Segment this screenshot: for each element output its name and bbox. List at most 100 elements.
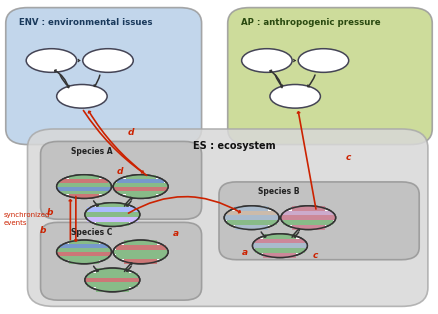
- FancyBboxPatch shape: [28, 129, 428, 306]
- Bar: [57, 187, 111, 191]
- Ellipse shape: [224, 206, 279, 230]
- Bar: [60, 244, 108, 248]
- Bar: [87, 217, 138, 222]
- Bar: [113, 183, 168, 187]
- FancyArrowPatch shape: [297, 112, 316, 209]
- Ellipse shape: [26, 49, 77, 72]
- Bar: [117, 179, 164, 183]
- Bar: [87, 208, 138, 212]
- FancyArrowPatch shape: [94, 201, 98, 206]
- Text: d: d: [117, 167, 123, 176]
- Bar: [57, 252, 111, 256]
- FancyArrowPatch shape: [127, 201, 131, 206]
- Ellipse shape: [57, 175, 112, 198]
- Bar: [57, 183, 111, 187]
- Ellipse shape: [83, 49, 133, 72]
- Bar: [69, 240, 99, 244]
- Bar: [96, 268, 129, 273]
- Ellipse shape: [253, 234, 307, 257]
- FancyArrowPatch shape: [83, 111, 143, 173]
- FancyArrowPatch shape: [69, 200, 71, 240]
- Bar: [60, 179, 108, 183]
- Text: a: a: [173, 229, 180, 238]
- Bar: [116, 254, 166, 259]
- Ellipse shape: [85, 268, 140, 292]
- Bar: [281, 215, 336, 220]
- Ellipse shape: [270, 84, 321, 108]
- Bar: [96, 287, 129, 292]
- Ellipse shape: [57, 240, 112, 264]
- Ellipse shape: [298, 49, 349, 72]
- Bar: [60, 256, 108, 260]
- FancyBboxPatch shape: [41, 141, 201, 219]
- FancyBboxPatch shape: [41, 222, 201, 300]
- FancyArrowPatch shape: [127, 266, 131, 272]
- Bar: [124, 240, 157, 245]
- FancyArrowPatch shape: [111, 185, 112, 188]
- FancyArrowPatch shape: [75, 197, 77, 241]
- FancyArrowPatch shape: [94, 266, 98, 272]
- Text: b: b: [40, 226, 46, 235]
- Bar: [255, 248, 305, 253]
- Ellipse shape: [113, 240, 168, 264]
- FancyArrowPatch shape: [261, 232, 266, 237]
- Bar: [283, 220, 333, 225]
- Bar: [113, 250, 168, 254]
- FancyBboxPatch shape: [6, 8, 201, 144]
- Text: Species B: Species B: [258, 187, 300, 196]
- FancyArrowPatch shape: [270, 70, 282, 88]
- Bar: [116, 245, 166, 250]
- Ellipse shape: [281, 206, 336, 230]
- Text: Species A: Species A: [71, 147, 113, 156]
- Bar: [126, 175, 156, 179]
- Bar: [226, 211, 277, 215]
- Bar: [57, 248, 111, 252]
- FancyArrowPatch shape: [94, 75, 100, 86]
- FancyArrowPatch shape: [292, 229, 300, 237]
- FancyArrowPatch shape: [111, 251, 112, 253]
- FancyArrowPatch shape: [60, 75, 69, 87]
- Bar: [224, 215, 279, 220]
- Bar: [96, 203, 129, 208]
- FancyArrowPatch shape: [294, 232, 299, 237]
- Bar: [96, 222, 129, 226]
- Bar: [126, 194, 156, 198]
- Bar: [283, 211, 333, 215]
- Text: b: b: [47, 208, 53, 217]
- Bar: [69, 260, 99, 264]
- Bar: [113, 187, 168, 191]
- Bar: [60, 191, 108, 194]
- Bar: [292, 206, 325, 211]
- Bar: [85, 212, 140, 217]
- FancyArrowPatch shape: [128, 197, 240, 213]
- FancyArrowPatch shape: [124, 198, 132, 206]
- Bar: [264, 253, 297, 257]
- FancyArrowPatch shape: [55, 70, 69, 88]
- Bar: [85, 278, 140, 282]
- Bar: [69, 194, 99, 198]
- FancyBboxPatch shape: [219, 182, 419, 260]
- FancyArrowPatch shape: [88, 111, 147, 176]
- Bar: [124, 259, 157, 264]
- FancyArrowPatch shape: [279, 217, 280, 219]
- Bar: [235, 206, 268, 211]
- Bar: [235, 225, 268, 230]
- Text: ES : ecosystem: ES : ecosystem: [193, 141, 276, 151]
- Bar: [292, 225, 325, 230]
- Text: AP : anthropogenic pressure: AP : anthropogenic pressure: [241, 18, 380, 27]
- Text: c: c: [345, 153, 350, 162]
- Text: d: d: [127, 128, 134, 137]
- Text: a: a: [242, 248, 248, 257]
- Ellipse shape: [242, 49, 292, 72]
- Ellipse shape: [113, 175, 168, 198]
- Text: synchronized
events: synchronized events: [4, 212, 50, 226]
- Ellipse shape: [85, 203, 140, 226]
- Bar: [69, 175, 99, 179]
- Text: Species C: Species C: [71, 228, 113, 237]
- Text: c: c: [313, 251, 318, 260]
- Ellipse shape: [57, 84, 107, 108]
- FancyArrowPatch shape: [276, 75, 283, 87]
- FancyArrowPatch shape: [308, 75, 315, 87]
- FancyArrowPatch shape: [78, 59, 80, 62]
- Bar: [253, 243, 307, 248]
